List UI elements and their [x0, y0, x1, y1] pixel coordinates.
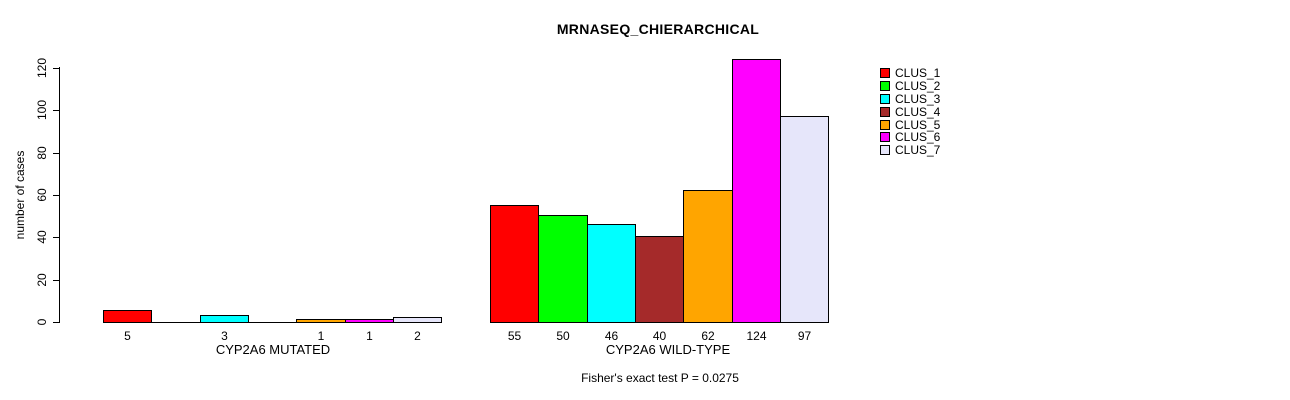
bar-clus_6: [345, 319, 394, 323]
bar-value-label: 46: [604, 329, 619, 343]
legend-item-clus_7: CLUS_7: [880, 144, 940, 157]
y-tick-label: 120: [35, 57, 49, 79]
legend-item-clus_4: CLUS_4: [880, 105, 940, 118]
y-tick: [53, 153, 59, 154]
bar-value-label: 50: [556, 329, 570, 343]
bar-value-label: 2: [414, 329, 421, 343]
legend-swatch: [880, 93, 890, 104]
bar-value-label: 62: [701, 329, 715, 343]
legend-swatch: [880, 68, 890, 79]
bar-clus_7: [393, 317, 442, 323]
legend-swatch: [880, 132, 890, 143]
bar-clus_1: [490, 205, 539, 323]
legend-item-clus_1: CLUS_1: [880, 67, 940, 80]
legend-label: CLUS_1: [895, 66, 941, 81]
group-label-mutated: CYP2A6 MUTATED: [215, 342, 331, 357]
legend-label: CLUS_5: [895, 117, 941, 132]
y-tick-label: 20: [35, 273, 49, 287]
y-tick: [53, 322, 59, 323]
bar-value-label: 5: [124, 329, 131, 343]
bar-value-label: 1: [317, 329, 325, 343]
group-label-wild-type: CYP2A6 WILD-TYPE: [605, 342, 731, 357]
legend-label: CLUS_2: [895, 79, 941, 94]
bar-clus_4: [248, 322, 297, 323]
legend-item-clus_5: CLUS_5: [880, 118, 940, 131]
bar-clus_5: [296, 319, 346, 323]
y-tick: [53, 110, 59, 111]
legend-swatch: [880, 119, 890, 130]
chart-title: MRNASEQ_CHIERARCHICAL: [556, 21, 760, 37]
legend-swatch: [880, 145, 890, 156]
y-tick-label: 100: [35, 99, 49, 121]
bar-clus_3: [200, 315, 249, 323]
legend-item-clus_3: CLUS_3: [880, 93, 940, 106]
bar-value-label: 97: [797, 329, 812, 343]
bar-clus_6: [732, 59, 781, 323]
bar-clus_3: [587, 224, 636, 323]
legend-label: CLUS_4: [895, 104, 941, 119]
footer-pvalue: Fisher's exact test P = 0.0275: [581, 371, 739, 385]
y-tick-label: 40: [35, 230, 49, 244]
bar-clus_5: [683, 190, 733, 323]
legend-label: CLUS_6: [895, 130, 941, 145]
bar-clus_2: [151, 322, 201, 323]
legend-label: CLUS_3: [895, 91, 941, 106]
y-axis-line: [59, 67, 60, 323]
legend-swatch: [880, 106, 890, 117]
legend-label: CLUS_7: [895, 143, 941, 158]
bar-value-label: 3: [221, 329, 228, 343]
bar-clus_2: [538, 215, 588, 323]
legend-item-clus_6: CLUS_6: [880, 131, 940, 144]
bar-value-label: 124: [746, 329, 767, 343]
bar-clus_4: [635, 236, 684, 323]
bar-clus_1: [103, 310, 152, 323]
bar-clus_7: [780, 116, 829, 323]
y-tick: [53, 280, 59, 281]
y-axis-title: number of cases: [13, 150, 27, 240]
y-tick-label: 80: [35, 146, 49, 160]
bar-value-label: 1: [366, 329, 373, 343]
bar-value-label: 55: [507, 329, 522, 343]
y-tick: [53, 237, 59, 238]
bar-value-label: 40: [652, 329, 667, 343]
legend-swatch: [880, 81, 890, 92]
legend: CLUS_1 CLUS_2 CLUS_3 CLUS_4 CLUS_5 CLUS_6 CLUS…: [880, 67, 940, 157]
y-tick-label: 0: [35, 318, 49, 326]
y-tick: [53, 68, 59, 69]
y-tick: [53, 195, 59, 196]
legend-item-clus_2: CLUS_2: [880, 80, 940, 93]
y-tick-label: 60: [35, 188, 49, 202]
